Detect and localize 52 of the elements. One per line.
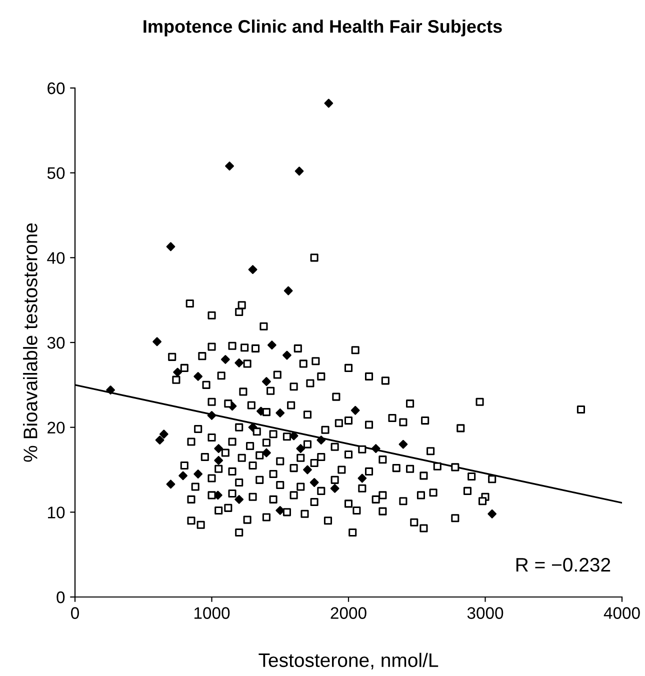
point [330,484,340,493]
point [214,456,224,465]
point [207,411,216,420]
point [106,386,115,394]
y-tick-label: 40 [47,252,65,264]
x-tick-label: 0 [71,607,79,619]
point [310,478,319,487]
annotation: R = −0.232 [516,558,610,572]
point [234,358,244,368]
point [316,436,326,444]
point [166,480,176,489]
point [166,242,176,252]
point [358,474,367,483]
point [303,465,312,474]
point [488,509,497,518]
point [194,470,203,478]
point [282,350,292,360]
point [214,444,224,453]
x-axis-title: Testosterone, nmol/L [258,652,438,670]
y-tick-label: 0 [56,591,65,604]
x-tick-label: 2000 [330,607,366,619]
point [267,340,276,350]
point [350,406,360,415]
point [220,355,230,364]
y-tick-label: 50 [47,167,65,180]
point [284,286,293,296]
point [159,430,168,439]
point [324,98,334,108]
point [173,368,182,377]
point [276,408,285,418]
point [398,440,408,449]
point [225,162,234,170]
point [371,444,380,453]
chart-title: Impotence Clinic and Health Fair Subjects [144,20,502,36]
point [152,337,162,346]
y-tick-label: 20 [48,422,65,434]
y-axis-title: % Bioavailable testosterone [23,223,38,462]
point [155,436,164,444]
point [294,166,304,176]
x-tick-label: 3000 [467,607,504,619]
x-tick-label: 4000 [604,607,640,619]
x-tick-label: 1000 [194,607,230,619]
y-tick-label: 30 [47,336,65,349]
y-tick-label: 10 [48,506,65,518]
point [194,372,203,381]
point [234,495,244,504]
point [262,448,271,458]
point [248,265,258,274]
y-tick-label: 60 [48,82,65,94]
point [262,377,271,386]
point [178,471,188,480]
point [296,444,306,453]
